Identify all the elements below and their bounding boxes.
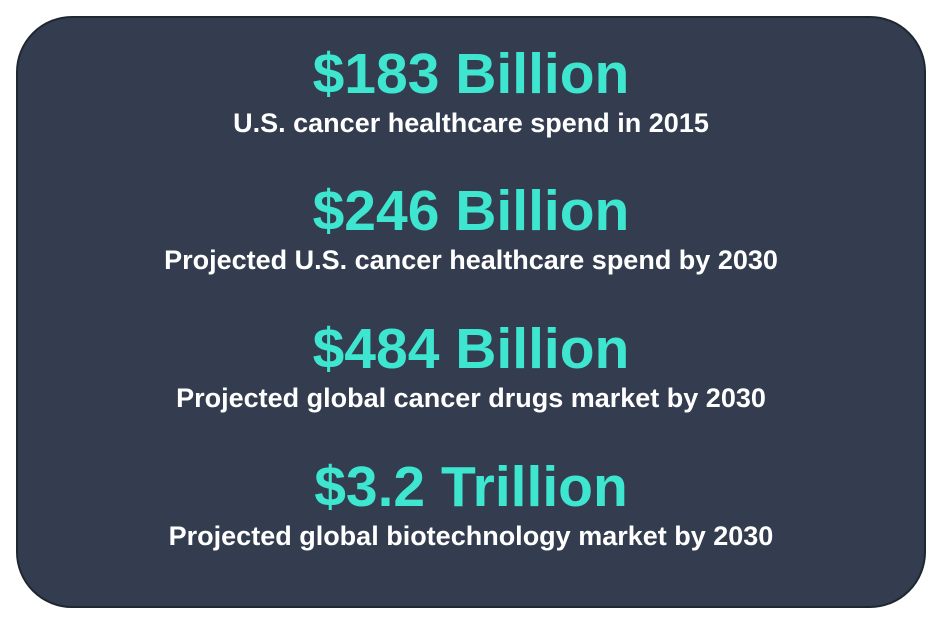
- stat-item-cancer-drugs-market: $484 Billion Projected global cancer dru…: [18, 317, 924, 415]
- stats-card: $183 Billion U.S. cancer healthcare spen…: [16, 16, 926, 608]
- stat-label: U.S. cancer healthcare spend in 2015: [233, 108, 709, 138]
- stat-value: $183 Billion: [312, 42, 630, 106]
- stat-value: $3.2 Trillion: [314, 455, 628, 519]
- stat-item-biotech-market: $3.2 Trillion Projected global biotechno…: [18, 455, 924, 553]
- stat-label: Projected global cancer drugs market by …: [176, 383, 766, 413]
- stat-item-2030-spend: $246 Billion Projected U.S. cancer healt…: [18, 179, 924, 277]
- stat-value: $484 Billion: [312, 317, 630, 381]
- stat-item-2015-spend: $183 Billion U.S. cancer healthcare spen…: [18, 42, 924, 140]
- stat-label: Projected U.S. cancer healthcare spend b…: [164, 245, 778, 275]
- stat-label: Projected global biotechnology market by…: [168, 521, 774, 551]
- stat-value: $246 Billion: [312, 179, 630, 243]
